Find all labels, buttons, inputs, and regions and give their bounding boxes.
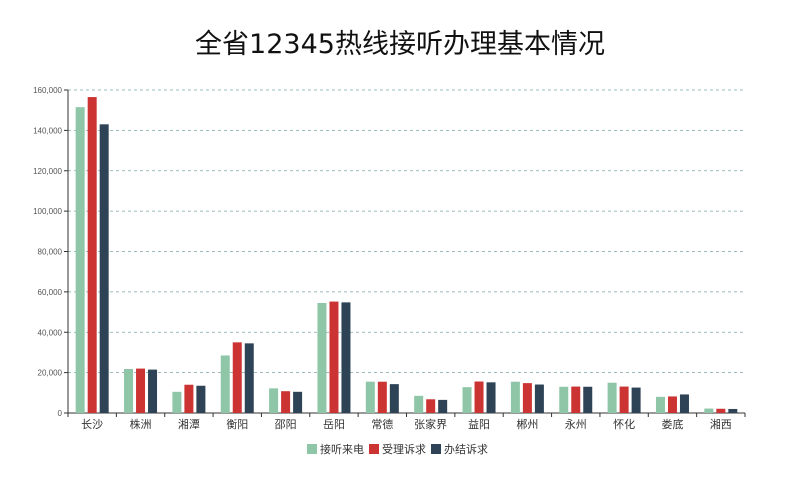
- legend-swatch: [369, 444, 379, 454]
- x-tick-label: 衡阳: [226, 418, 248, 431]
- bar: [341, 302, 351, 413]
- chart-title: 全省12345热线接听办理基本情况: [195, 29, 605, 60]
- bar: [728, 408, 738, 413]
- y-tick-label: 40,000: [38, 328, 63, 337]
- bar: [136, 368, 146, 413]
- y-tick-label: 140,000: [33, 126, 62, 135]
- legend-label: 办结诉求: [444, 443, 488, 456]
- bar: [184, 384, 194, 413]
- bar: [414, 395, 424, 413]
- bar: [317, 302, 327, 413]
- bar: [716, 408, 726, 413]
- bar: [619, 386, 629, 413]
- y-tick-label: 0: [58, 409, 63, 418]
- bar: [667, 396, 677, 413]
- bar: [655, 396, 665, 413]
- bar: [87, 97, 97, 414]
- bar: [704, 408, 714, 413]
- legend-label: 接听来电: [320, 443, 364, 456]
- x-tick-label: 岳阳: [323, 418, 345, 431]
- x-tick-label: 张家界: [414, 417, 447, 431]
- bar: [534, 384, 544, 413]
- x-tick-label: 怀化: [613, 417, 635, 431]
- x-tick-label: 郴州: [516, 417, 538, 431]
- x-tick-label: 长沙: [81, 418, 103, 431]
- legend-swatch: [431, 444, 441, 454]
- bar: [389, 384, 399, 413]
- axes: [64, 89, 746, 417]
- bar: [232, 342, 242, 413]
- bar: [365, 381, 375, 413]
- bar: [510, 381, 520, 413]
- bar: [522, 383, 532, 413]
- x-tick-label: 娄底: [661, 417, 683, 431]
- bar: [426, 399, 436, 413]
- legend-label: 受理诉求: [382, 443, 426, 456]
- bar: [281, 391, 291, 413]
- bars: [75, 97, 738, 414]
- bar: [220, 355, 230, 413]
- bar: [486, 382, 496, 413]
- bar: [377, 381, 387, 413]
- x-tick-label: 株洲: [130, 417, 152, 431]
- legend-swatch: [307, 444, 317, 454]
- x-tick-label: 湘西: [710, 417, 732, 431]
- bar: [172, 391, 182, 413]
- bar: [269, 388, 279, 413]
- x-tick-label: 常德: [371, 417, 393, 431]
- legend: 接听来电 受理诉求 办结诉求: [307, 443, 488, 456]
- bar: [474, 381, 484, 413]
- y-tick-label: 120,000: [33, 167, 62, 176]
- bar: [607, 382, 617, 413]
- bar: [124, 368, 134, 413]
- bar: [293, 391, 303, 413]
- y-tick-label: 160,000: [33, 86, 62, 95]
- bar: [462, 387, 472, 413]
- x-tick-label: 邵阳: [275, 418, 297, 431]
- bar: [679, 394, 689, 413]
- bar: [559, 386, 569, 413]
- bar: [196, 385, 206, 413]
- bar: [571, 386, 581, 413]
- y-tick-label: 20,000: [38, 369, 63, 378]
- bar: [329, 301, 339, 413]
- bar: [99, 124, 109, 413]
- labels: 0 20,000 40,000 60,000 80,000 100,000 120,000 1…: [33, 86, 732, 431]
- x-tick-label: 湘潭: [178, 417, 200, 431]
- bar: [438, 399, 448, 413]
- y-tick-label: 100,000: [33, 207, 62, 216]
- bar: [244, 343, 254, 413]
- grid-lines: [68, 89, 745, 374]
- x-tick-label: 永州: [565, 417, 587, 431]
- bar: [583, 386, 593, 413]
- bar: [148, 369, 158, 413]
- bar: [75, 107, 85, 414]
- y-tick-label: 80,000: [38, 248, 63, 257]
- x-tick-label: 益阳: [468, 417, 490, 431]
- bar: [631, 387, 641, 413]
- y-tick-label: 60,000: [38, 288, 63, 297]
